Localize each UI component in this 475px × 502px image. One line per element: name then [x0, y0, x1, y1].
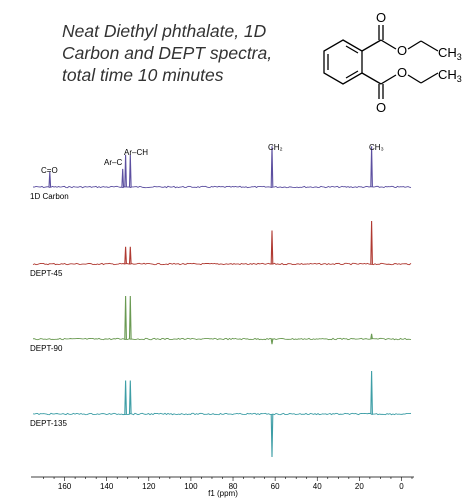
bond [407, 74, 422, 84]
peak-label-ar-ch: Ar–CH [124, 148, 148, 157]
spectrum-peak [128, 246, 132, 265]
ring-double-bond [345, 45, 359, 54]
caption-line-2: Carbon and DEPT spectra, [62, 43, 273, 63]
bond [361, 72, 382, 85]
series-name-label: DEPT-90 [30, 344, 63, 353]
diethyl-phthalate-structure: O O CH3 O CH3 O [323, 10, 462, 115]
peak-label-ar-c: Ar–C [104, 158, 122, 167]
spectrum-baseline [32, 412, 412, 416]
spectrum-series [32, 146, 412, 189]
spectrum-peak [270, 338, 274, 345]
bond [380, 74, 397, 85]
x-tick-label: 40 [313, 482, 322, 491]
methyl-label: CH3 [438, 67, 462, 84]
bond [420, 72, 439, 84]
spectrum-peak [270, 230, 274, 265]
spectrum-peak [270, 413, 274, 458]
caption-line-1: Neat Diethyl phthalate, 1D [62, 21, 267, 41]
bond [380, 39, 397, 50]
series-name-label: 1D Carbon [30, 192, 69, 201]
series-name-label: DEPT-45 [30, 269, 63, 278]
spectrum-peak [124, 154, 127, 188]
x-tick-label: 20 [355, 482, 364, 491]
spectrum-peak [270, 146, 274, 188]
x-tick-label: 120 [142, 482, 156, 491]
spectrum-peak [128, 380, 132, 415]
spectrum-peak [128, 295, 132, 340]
spectrum-peak [128, 154, 132, 188]
ring-double-bond [345, 70, 359, 79]
spectrum-baseline [32, 262, 412, 266]
series-name-label: DEPT-135 [30, 419, 67, 428]
spectrum-peak [124, 246, 127, 265]
oxygen-label: O [376, 100, 386, 115]
spectrum-peak [370, 370, 373, 415]
caption-line-3: total time 10 minutes [62, 65, 224, 85]
peak-label-ch3: CH₃ [369, 143, 384, 152]
x-tick-label: 80 [229, 482, 238, 491]
caption: Neat Diethyl phthalate, 1D Carbon and DE… [62, 20, 302, 86]
oxygen-label: O [376, 10, 386, 25]
spectrum-series [32, 370, 412, 458]
methyl-label: CH3 [438, 45, 462, 62]
spectrum-peak [121, 168, 125, 188]
spectrum-series [33, 295, 412, 345]
x-tick-label: 60 [271, 482, 280, 491]
spectrum-baseline [33, 337, 412, 341]
oxygen-label: O [397, 43, 407, 58]
bond [361, 39, 382, 52]
x-tick-label: 160 [58, 482, 72, 491]
oxygen-label: O [397, 65, 407, 80]
spectrum-peak [370, 333, 373, 340]
peak-label-ch2: CH₂ [268, 143, 283, 152]
spectrum-peak [370, 220, 373, 265]
bond [407, 40, 422, 50]
bond [420, 40, 439, 52]
spectrum-peak [48, 171, 52, 188]
spectrum-series [32, 220, 412, 266]
x-tick-label: 0 [399, 482, 404, 491]
spectrum-peak [124, 380, 127, 415]
peak-label-carbonyl: C=O [41, 166, 58, 175]
x-axis-label: f1 (ppm) [208, 489, 238, 498]
x-tick-label: 100 [184, 482, 198, 491]
spectrum-peak [124, 295, 127, 340]
spectrum-peak [370, 146, 373, 188]
spectrum-baseline [32, 185, 412, 189]
x-tick-label: 140 [100, 482, 114, 491]
